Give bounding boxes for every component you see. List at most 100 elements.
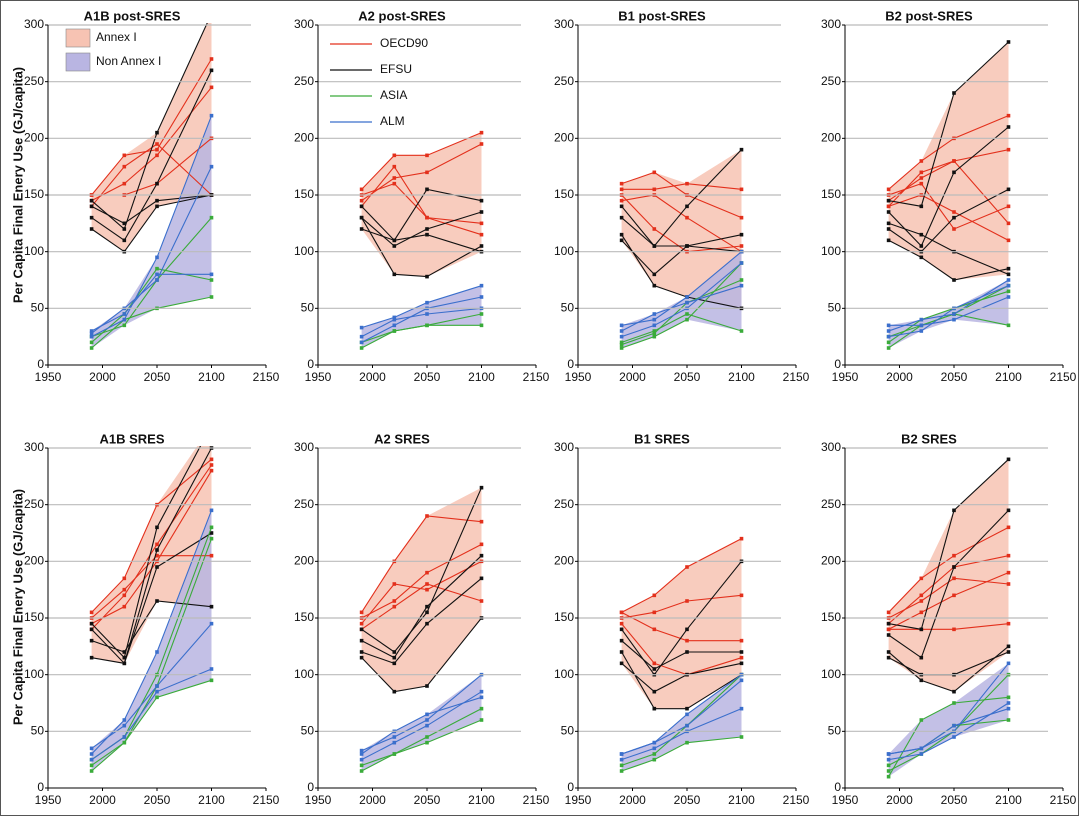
point-marker [209, 215, 214, 220]
point-marker [919, 255, 924, 260]
series-line [621, 662, 742, 693]
point-marker [919, 244, 924, 248]
point-marker [1006, 701, 1011, 705]
point-marker [886, 238, 891, 243]
point-marker [425, 215, 429, 220]
series-line [621, 623, 742, 676]
point-marker [1006, 508, 1011, 513]
point-marker [652, 244, 657, 248]
x-tick-label: 2100 [198, 793, 225, 807]
point-marker [739, 593, 744, 598]
point-marker [1006, 582, 1011, 586]
series-line [621, 234, 742, 309]
series-line [621, 217, 742, 253]
point-marker [739, 329, 744, 333]
point-marker [952, 627, 956, 632]
point-marker [89, 204, 94, 209]
point-marker [919, 655, 924, 660]
point-marker [919, 232, 924, 237]
point-marker [359, 627, 364, 632]
y-tick-label: 50 [561, 301, 575, 315]
point-marker [919, 323, 924, 328]
point-marker [392, 329, 397, 333]
y-tick-label: 150 [24, 610, 44, 624]
point-marker [886, 621, 891, 626]
x-tick-label: 2150 [253, 370, 280, 384]
point-marker [1006, 113, 1011, 118]
x-tick-label: 2150 [1050, 370, 1077, 384]
point-marker [739, 261, 744, 265]
series-line [621, 640, 742, 670]
panel-title: B2 SRES [901, 431, 957, 446]
point-marker [392, 181, 397, 186]
point-marker [479, 689, 484, 694]
point-marker [685, 204, 689, 209]
point-marker [952, 689, 956, 694]
y-tick-label: 250 [294, 497, 314, 511]
point-marker [209, 463, 214, 467]
y-tick-label: 0 [567, 780, 574, 794]
point-marker [739, 650, 744, 654]
point-marker [209, 57, 214, 61]
point-marker [392, 176, 397, 180]
panel: 0 50 100 150 200 250 300 1950 2000 2050 2100 2150 A1… [24, 431, 280, 807]
point-marker [122, 655, 127, 660]
point-marker [392, 740, 397, 745]
point-marker [155, 542, 159, 547]
point-marker [425, 604, 429, 609]
point-marker [619, 627, 624, 632]
point-marker [392, 272, 397, 277]
point-marker [685, 295, 689, 299]
point-marker [89, 757, 94, 762]
point-marker [209, 508, 214, 513]
series-line [361, 577, 482, 664]
point-marker [952, 312, 956, 316]
point-marker [479, 142, 484, 146]
point-marker [1006, 266, 1011, 271]
region-envelope [621, 674, 742, 771]
point-marker [886, 210, 891, 214]
x-tick-label: 2050 [414, 793, 441, 807]
series-line [621, 538, 742, 613]
panel-title: B2 post-SRES [885, 8, 973, 23]
point-marker [952, 170, 956, 175]
point-marker [425, 232, 429, 237]
point-marker [919, 317, 924, 322]
point-marker [739, 661, 744, 666]
point-marker [886, 774, 891, 779]
point-marker [739, 283, 744, 288]
series-line [621, 736, 742, 772]
point-marker [209, 525, 214, 530]
point-marker [209, 113, 214, 118]
legend-label: EFSU [380, 62, 412, 76]
point-marker [155, 153, 159, 158]
series-line [91, 115, 213, 338]
point-marker [952, 565, 956, 569]
point-marker [952, 227, 956, 231]
y-tick-label: 150 [294, 610, 314, 624]
point-marker [155, 204, 159, 209]
x-tick-label: 2100 [468, 793, 495, 807]
point-marker [652, 593, 657, 598]
point-marker [952, 701, 956, 705]
point-marker [359, 325, 364, 330]
x-tick-label: 1950 [35, 793, 62, 807]
point-marker [155, 255, 159, 260]
point-marker [652, 170, 657, 175]
x-tick-label: 2000 [886, 793, 913, 807]
y-tick-label: 100 [554, 667, 574, 681]
series-line [91, 166, 212, 334]
point-marker [619, 769, 624, 773]
legend-label: Annex I [96, 30, 137, 44]
series-line [361, 285, 482, 329]
point-marker [425, 570, 429, 575]
series-line [91, 194, 212, 224]
point-marker [952, 593, 956, 598]
point-marker [886, 769, 891, 773]
x-tick-label: 2000 [886, 370, 913, 384]
y-tick-label: 150 [821, 187, 841, 201]
point-marker [122, 323, 127, 328]
x-tick-label: 2150 [783, 793, 810, 807]
point-marker [685, 317, 689, 322]
panel: 0 50 100 150 200 250 300 1950 2000 2050 2100 2150 B1… [554, 431, 810, 807]
